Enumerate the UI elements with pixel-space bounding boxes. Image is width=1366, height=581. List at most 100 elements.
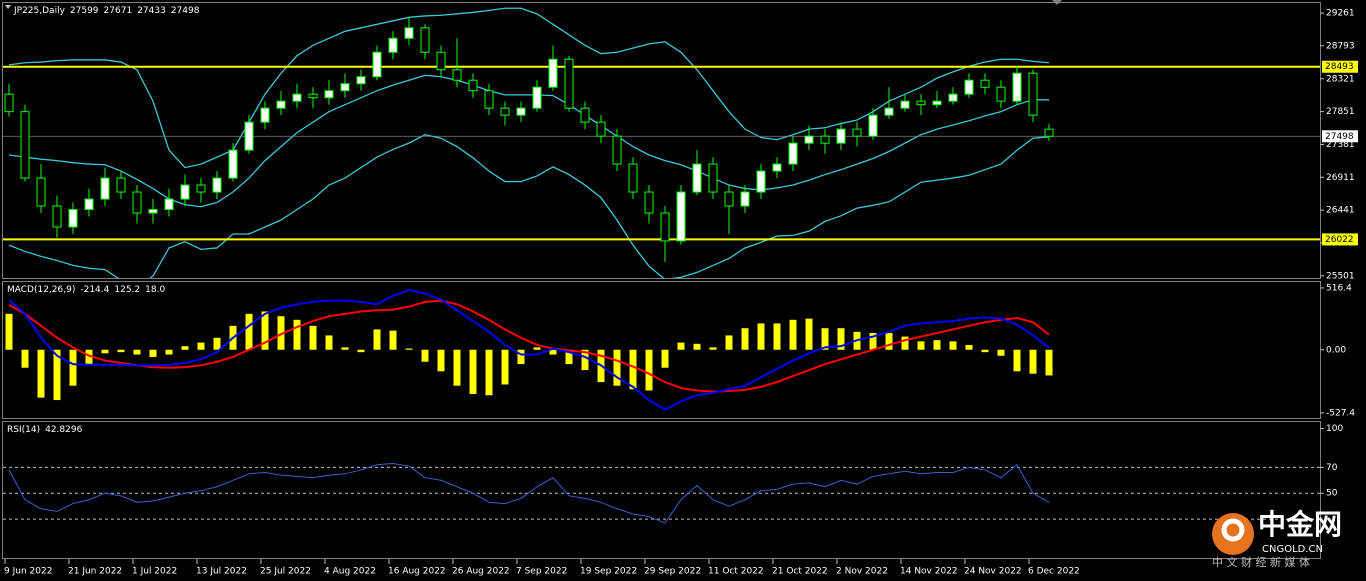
macd-bar	[693, 343, 701, 350]
macd-bar	[469, 349, 477, 395]
level-label: 26022	[1325, 235, 1354, 245]
macd-bar	[69, 349, 77, 386]
level-label-bg	[1322, 60, 1358, 73]
candle-body	[196, 184, 206, 193]
x-tick-label: 9 Jun 2022	[4, 567, 52, 577]
rsi-panel-frame	[2, 421, 1321, 559]
candle-body	[500, 107, 510, 116]
macd-bar	[389, 330, 397, 350]
macd-bar	[85, 349, 93, 366]
macd-bar	[341, 347, 349, 350]
main-plot	[3, 7, 1320, 278]
macd-bar	[1045, 349, 1053, 376]
macd-bar	[773, 323, 781, 350]
macd-line	[8, 299, 1050, 393]
x-tick-label: 4 Aug 2022	[324, 567, 376, 577]
candle-body	[308, 93, 318, 99]
x-tick-label: 25 Jul 2022	[260, 567, 311, 577]
panel-header: MACD(12,26,9) -214.4 125.2 18.0	[7, 285, 165, 295]
candle-body	[484, 90, 494, 109]
macd-bar	[181, 346, 189, 350]
panel-title: RSI(14)	[7, 425, 40, 435]
header-value: 42.8296	[45, 425, 82, 435]
axes: 2926128793283212785127381269112644125971…	[4, 9, 1358, 577]
y-tick-label: 0.00	[1326, 345, 1346, 355]
bollinger-band	[8, 7, 1050, 169]
candle-body	[420, 27, 430, 53]
candle-body	[564, 58, 574, 109]
y-tick-label: 25501	[1326, 271, 1355, 281]
candle-body	[372, 51, 382, 78]
macd-bar	[741, 328, 749, 350]
macd-bar	[901, 336, 909, 350]
candle-body	[916, 100, 926, 106]
x-tick-label: 16 Aug 2022	[388, 567, 446, 577]
macd-bar	[261, 311, 269, 350]
candle-body	[868, 114, 878, 137]
header-value: 27599	[70, 6, 99, 16]
panel-header: RSI(14) 42.8296	[7, 425, 83, 435]
y-tick-label: 516.4	[1326, 283, 1352, 293]
candle-body	[580, 107, 590, 123]
candle-body	[180, 184, 190, 200]
macd-bar	[677, 342, 685, 350]
candle-body	[116, 177, 126, 193]
rsi-plot	[3, 462, 1320, 524]
candle-body	[324, 90, 334, 99]
candle-body	[388, 37, 398, 53]
price-label-bg	[1322, 130, 1358, 143]
candle-body	[708, 163, 718, 193]
x-tick-label: 21 Oct 2022	[772, 567, 828, 577]
candle-body	[276, 100, 286, 109]
candle-body	[660, 212, 670, 242]
candle-body	[596, 121, 606, 137]
macd-bar	[981, 349, 989, 353]
macd-bar	[53, 349, 61, 401]
candle-body	[4, 93, 14, 113]
bollinger-band	[8, 134, 1050, 278]
candle-body	[52, 205, 62, 228]
macd-bar	[133, 349, 141, 355]
bollinger-band	[8, 74, 1049, 208]
macd-bar	[613, 349, 621, 386]
candle-body	[548, 58, 558, 88]
candle-body	[1028, 72, 1038, 116]
header-value: 27498	[171, 6, 200, 16]
candle-body	[644, 191, 654, 214]
x-tick-label: 21 Jun 2022	[68, 567, 122, 577]
candle-body	[964, 79, 974, 95]
macd-bar	[213, 337, 221, 350]
candle-body	[84, 198, 94, 211]
candle-body	[228, 149, 238, 179]
panel-title: JP225,Daily	[13, 6, 66, 16]
level-label-bg	[1322, 233, 1358, 246]
y-tick-label: 28321	[1326, 74, 1355, 84]
macd-bar	[373, 329, 381, 350]
candle-body	[884, 107, 894, 116]
macd-bar	[325, 335, 333, 350]
candle-body	[468, 79, 478, 92]
header-value: 125.2	[114, 285, 140, 295]
menu-arrow[interactable]	[5, 5, 11, 9]
y-tick-label: 29261	[1326, 9, 1355, 19]
macd-bar	[709, 347, 717, 350]
y-tick-label: 70	[1326, 463, 1338, 473]
x-tick-label: 6 Dec 2022	[1028, 567, 1080, 577]
candle-body	[612, 135, 622, 165]
x-tick-label: 19 Sep 2022	[580, 567, 637, 577]
macd-bar	[501, 349, 509, 385]
candle-body	[852, 128, 862, 137]
macd-bar	[277, 316, 285, 350]
candle-body	[932, 100, 942, 106]
candle-body	[676, 191, 686, 242]
candle-body	[804, 135, 814, 144]
watermark-domain: CNGOLD.CN	[1262, 544, 1323, 555]
y-tick-label: 28793	[1326, 41, 1355, 51]
price-label: 27498	[1325, 132, 1354, 142]
macd-bar	[581, 349, 589, 371]
macd-plot	[5, 288, 1053, 411]
macd-bar	[101, 349, 109, 354]
candle-body	[260, 107, 270, 123]
shift-marker	[1052, 0, 1062, 5]
